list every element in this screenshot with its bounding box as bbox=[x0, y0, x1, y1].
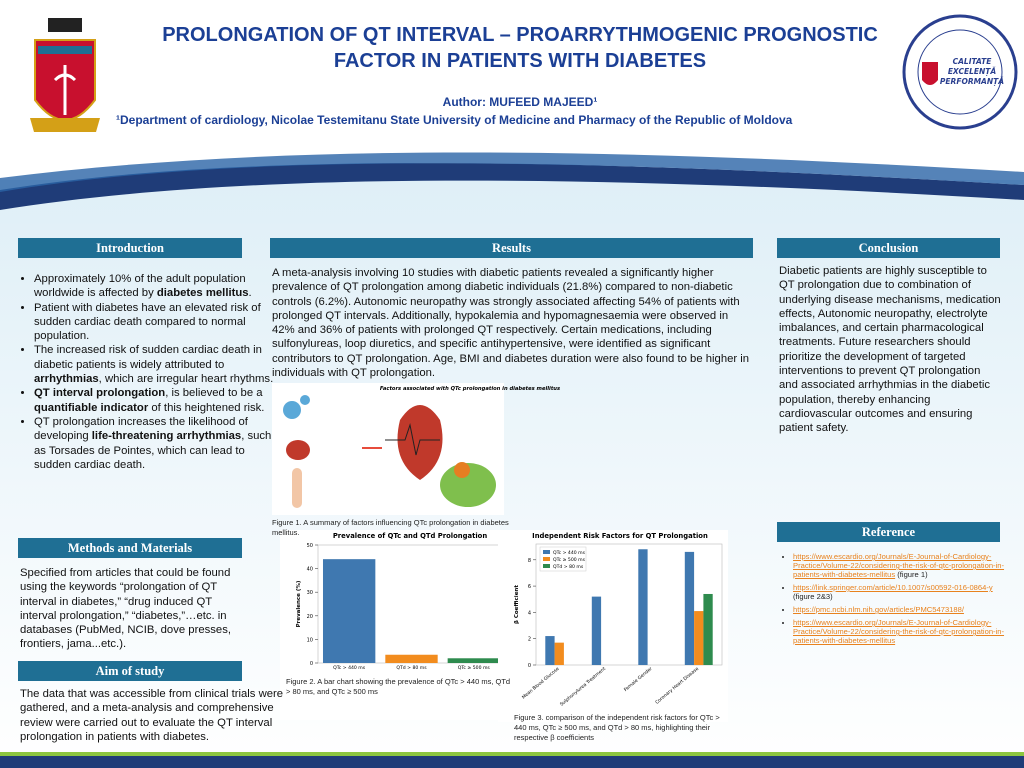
bar bbox=[591, 596, 602, 665]
reference-link[interactable]: https://www.escardio.org/Journals/E-Jour… bbox=[793, 552, 1005, 579]
y-tick-label: 40 bbox=[307, 567, 313, 573]
figure-caption: Figure 3. comparison of the independent … bbox=[514, 713, 720, 742]
reference-link[interactable]: https://link.springer.com/article/10.100… bbox=[793, 583, 993, 592]
section-heading: Reference bbox=[777, 522, 1000, 542]
text: of this heightened risk. bbox=[148, 401, 265, 414]
reference-note: (figure 1) bbox=[895, 570, 928, 579]
reference-link[interactable]: https://www.escardio.org/Journals/E-Jour… bbox=[793, 618, 1005, 645]
text: Approximately 10% of the adult populatio… bbox=[34, 273, 246, 300]
reference: https://pmc.ncbi.nlm.nih.gov/articles/PM… bbox=[793, 605, 1013, 614]
x-tick-label: QTc ≥ 500 ms bbox=[458, 665, 491, 671]
bullet: The increased risk of sudden cardiac dea… bbox=[34, 343, 274, 386]
reference: https://www.escardio.org/Journals/E-Jour… bbox=[793, 618, 1013, 645]
methods-text: Specified from articles that could be fo… bbox=[20, 567, 231, 651]
motto: CALITATE bbox=[953, 57, 993, 66]
university-logo bbox=[30, 18, 100, 132]
y-tick-label: 4 bbox=[528, 610, 531, 616]
figure-caption: Figure 2. A bar chart showing the preval… bbox=[286, 677, 511, 696]
quality-logo bbox=[902, 14, 1018, 130]
y-axis-label: Prevalence (%) bbox=[296, 580, 302, 627]
y-tick-label: 0 bbox=[310, 661, 313, 667]
bold-text: quantifiable indicator bbox=[34, 401, 149, 414]
bar bbox=[385, 654, 438, 663]
legend-swatch bbox=[543, 564, 550, 568]
reference-list: https://www.escardio.org/Journals/E-Jour… bbox=[777, 552, 1013, 649]
intro-list: Approximately 10% of the adult populatio… bbox=[18, 272, 274, 472]
y-tick-label: 10 bbox=[307, 637, 313, 643]
text: The increased risk of sudden cardiac dea… bbox=[34, 344, 262, 371]
bar bbox=[703, 593, 713, 665]
bar bbox=[694, 611, 704, 665]
text: . bbox=[248, 287, 252, 300]
bold-text: diabetes mellitus bbox=[156, 287, 249, 300]
x-tick-label: QTc > 440 ms bbox=[333, 665, 366, 671]
section-heading: Aim of study bbox=[18, 661, 242, 681]
wave bbox=[0, 152, 1024, 192]
text: , is believed to be a bbox=[165, 387, 263, 400]
conclusion-text: Diabetic patients are highly susceptible… bbox=[779, 265, 1001, 435]
bar bbox=[554, 642, 564, 665]
legend-swatch bbox=[543, 550, 550, 554]
legend-label: QTc > 440 ms bbox=[553, 550, 586, 556]
section-heading: Methods and Materials bbox=[18, 538, 242, 558]
bullet: Patient with diabetes have an elevated r… bbox=[34, 301, 274, 344]
y-axis-label: β Coefficient bbox=[514, 585, 520, 624]
reference: https://www.escardio.org/Journals/E-Jour… bbox=[793, 552, 1013, 579]
affiliation: ¹Department of cardiology, Nicolae Teste… bbox=[116, 113, 793, 127]
legend-label: QTc ≥ 500 ms bbox=[553, 557, 586, 563]
title: PROLONGATION OF QT INTERVAL – PROARRYTHM… bbox=[162, 24, 878, 46]
motto: PERFORMANȚĂ bbox=[940, 77, 1004, 87]
reference-note: (figure 2&3) bbox=[793, 592, 833, 601]
bullet: QT prolongation increases the likelihood… bbox=[34, 415, 274, 472]
author: Author: MUFEED MAJEED¹ bbox=[442, 95, 598, 109]
bold-text: life-threatening arrhythmias bbox=[91, 430, 242, 443]
bar bbox=[684, 551, 695, 665]
plot-frame bbox=[535, 543, 723, 666]
bold-text: QT interval prolongation bbox=[34, 387, 166, 400]
bar bbox=[545, 636, 555, 665]
chart-title: Prevalence of QTc and QTd Prolongation bbox=[333, 532, 487, 540]
figure1-illustration bbox=[272, 383, 504, 515]
legend-label: QTd > 80 ms bbox=[553, 564, 584, 570]
x-tick-label: QTd > 80 ms bbox=[396, 665, 427, 671]
legend-swatch bbox=[543, 557, 550, 561]
y-tick-label: 30 bbox=[307, 590, 313, 596]
bar bbox=[322, 559, 376, 663]
section-heading: Conclusion bbox=[777, 238, 1000, 258]
y-tick-label: 2 bbox=[528, 637, 531, 643]
chart-bg bbox=[280, 530, 511, 720]
reference: https://link.springer.com/article/10.100… bbox=[793, 583, 1013, 601]
wave bbox=[0, 163, 1024, 210]
bullet: QT interval prolongation, is believed to… bbox=[34, 386, 274, 415]
chart-title: Independent Risk Factors for QT Prolonga… bbox=[532, 532, 708, 540]
text: Patient with diabetes have an elevated r… bbox=[34, 301, 261, 343]
title: FACTOR IN PATIENTS WITH DIABETES bbox=[333, 50, 707, 72]
y-tick-label: 50 bbox=[307, 543, 313, 549]
bar bbox=[447, 658, 501, 663]
figure-caption: Figure 1. A summary of factors influenci… bbox=[272, 518, 509, 537]
results-text: A meta-analysis involving 10 studies wit… bbox=[272, 267, 750, 380]
y-tick-label: 20 bbox=[307, 614, 313, 620]
section-heading: Results bbox=[270, 238, 753, 258]
y-tick-label: 0 bbox=[528, 663, 531, 669]
section-heading: Introduction bbox=[18, 238, 242, 258]
y-tick-label: 6 bbox=[528, 584, 531, 590]
bar bbox=[638, 549, 648, 665]
reference-link[interactable]: https://pmc.ncbi.nlm.nih.gov/articles/PM… bbox=[793, 605, 964, 614]
figure1-title: Factors associated with QTc prolongation… bbox=[380, 386, 560, 392]
text: , such as Torsades de Pointes, which can… bbox=[34, 430, 272, 471]
y-tick-label: 8 bbox=[528, 558, 531, 564]
aim-text: The data that was accessible from clinic… bbox=[20, 688, 284, 743]
motto: EXCELENȚĂ bbox=[948, 67, 997, 77]
bold-text: arrhythmias bbox=[34, 373, 99, 386]
text: , which are irregular heart rhythms. bbox=[98, 373, 274, 386]
text: QT prolongation increases the likelihood… bbox=[34, 415, 248, 443]
bullet: Approximately 10% of the adult populatio… bbox=[34, 272, 274, 301]
footer-stripe bbox=[0, 752, 1024, 756]
